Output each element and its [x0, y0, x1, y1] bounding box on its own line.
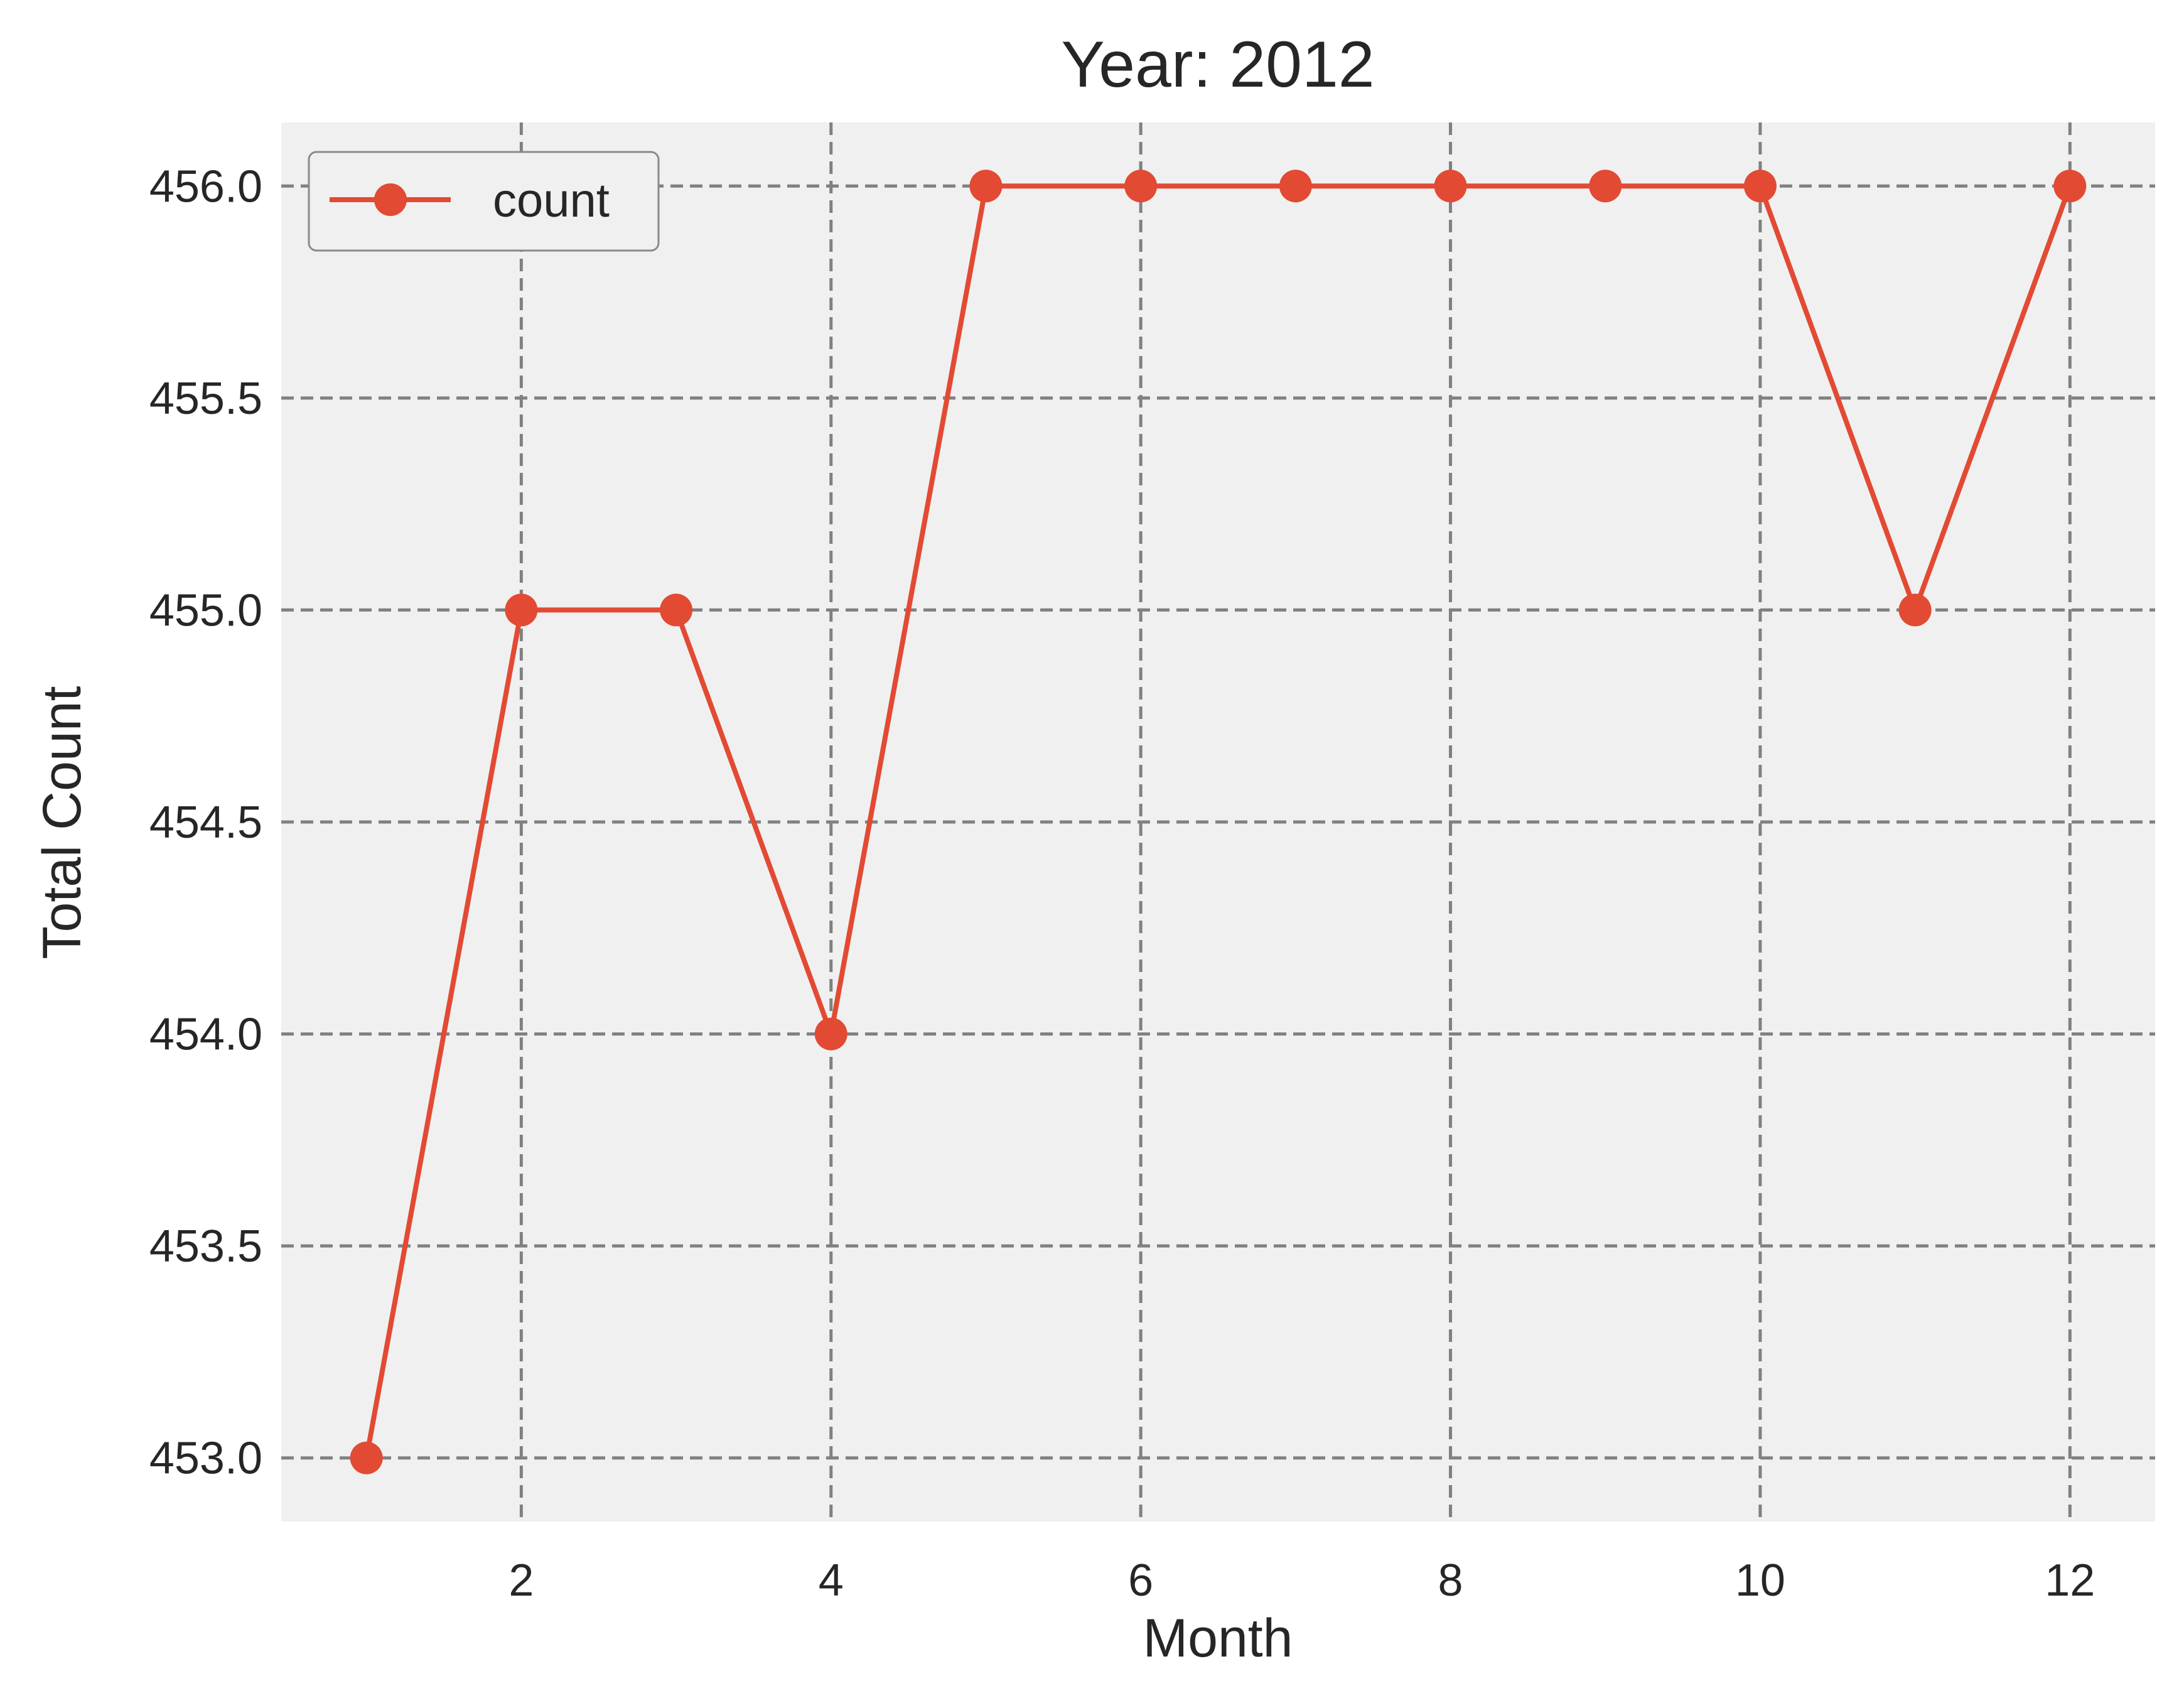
- data-point: [1743, 170, 1777, 203]
- y-tick-label: 454.5: [149, 797, 262, 848]
- data-point: [1434, 170, 1467, 203]
- y-tick-label: 454.0: [149, 1010, 262, 1060]
- y-tick-label: 455.0: [149, 585, 262, 635]
- data-point: [1898, 593, 1932, 627]
- grid-lines: [281, 122, 2155, 1522]
- x-tick-labels: 2 4 6 8 10 12: [508, 1555, 2095, 1606]
- chart-title: Year: 2012: [1061, 28, 1374, 101]
- x-axis-title: Month: [1143, 1608, 1293, 1668]
- x-tick-label: 12: [2045, 1555, 2095, 1606]
- x-tick-label: 2: [508, 1555, 534, 1606]
- y-tick-label: 453.0: [149, 1434, 262, 1484]
- x-tick-label: 8: [1438, 1555, 1463, 1606]
- legend-marker-swatch: [374, 183, 407, 216]
- data-point: [1589, 170, 1622, 203]
- x-tick-label: 6: [1128, 1555, 1153, 1606]
- data-point: [660, 593, 693, 627]
- data-point: [969, 170, 1003, 203]
- y-tick-label: 453.5: [149, 1221, 262, 1272]
- y-tick-label: 456.0: [149, 161, 262, 212]
- legend: count: [308, 151, 660, 252]
- x-tick-label: 10: [1735, 1555, 1785, 1606]
- data-point: [1279, 170, 1312, 203]
- series-line-count: [363, 183, 2073, 1459]
- data-point: [350, 1441, 383, 1474]
- data-point: [1124, 170, 1158, 203]
- series-group: [350, 170, 2087, 1474]
- y-tick-label: 455.5: [149, 374, 262, 424]
- y-axis-title: Total Count: [32, 686, 92, 959]
- legend-box: [308, 151, 660, 252]
- legend-label-count: count: [493, 174, 610, 227]
- data-point: [814, 1017, 847, 1051]
- y-tick-labels: 453.0 453.5 454.0 454.5 455.0 455.5 456.0: [149, 161, 262, 1483]
- x-tick-label: 4: [819, 1555, 844, 1606]
- data-point: [505, 593, 538, 627]
- data-point: [2053, 170, 2087, 203]
